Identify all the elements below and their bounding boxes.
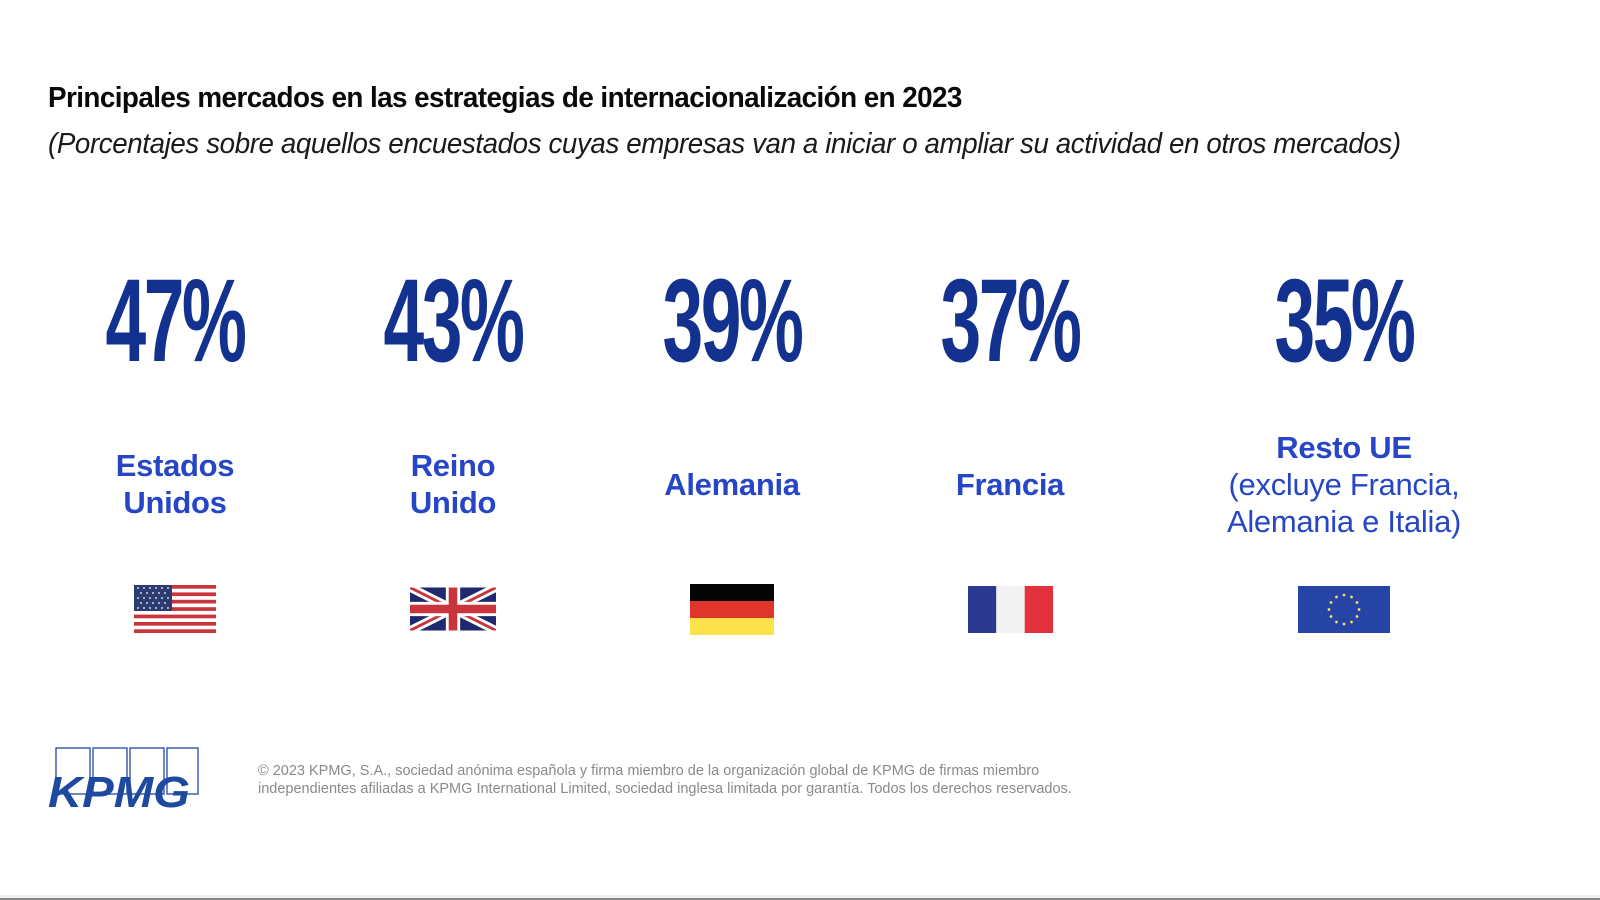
- usa-flag-icon: [134, 585, 216, 638]
- france-flag-icon: [968, 586, 1053, 638]
- page-subtitle: (Porcentajes sobre aquellos encuestados …: [48, 128, 1401, 160]
- market-label-line: Estados: [115, 448, 235, 483]
- market-percentage: 37%: [940, 255, 1082, 387]
- market-label-line: Resto UE: [1276, 430, 1412, 465]
- uk-flag-icon: [410, 585, 496, 638]
- kpmg-logo-text: KPMG: [48, 768, 190, 810]
- market-percentage: 43%: [383, 255, 525, 387]
- market-percentage: 39%: [662, 255, 804, 387]
- bottom-divider: [0, 895, 1600, 900]
- market-label: Reino Unido: [303, 447, 603, 521]
- market-percentage: 35%: [1274, 255, 1416, 387]
- market-card-rest-eu: 35% Resto UE (excluye Francia, Alemania …: [1194, 0, 1494, 700]
- market-label: Alemania: [582, 466, 882, 503]
- copyright-line: © 2023 KPMG, S.A., sociedad anónima espa…: [258, 763, 1040, 779]
- market-label-note: (excluye Francia,: [1228, 467, 1460, 502]
- copyright-line: independientes afiliadas a KPMG Internat…: [258, 781, 1072, 797]
- page-title: Principales mercados en las estrategias …: [48, 82, 962, 114]
- market-card-uk: 43% Reino Unido: [303, 0, 603, 700]
- market-label-line: Francia: [955, 467, 1065, 502]
- market-label-note: Alemania e Italia): [1226, 504, 1462, 539]
- market-label-line: Unido: [409, 485, 497, 520]
- market-label: Resto UE (excluye Francia, Alemania e It…: [1194, 429, 1494, 540]
- market-label-line: Alemania: [664, 467, 800, 502]
- copyright-notice: © 2023 KPMG, S.A., sociedad anónima espa…: [258, 762, 1072, 798]
- market-percentage: 47%: [105, 255, 247, 387]
- germany-flag-icon: [690, 584, 774, 640]
- eu-flag-icon: [1298, 586, 1390, 638]
- market-label: Francia: [860, 466, 1160, 503]
- market-card-germany: 39% Alemania: [582, 0, 882, 700]
- market-card-usa: 47% Estados Unidos: [25, 0, 325, 700]
- kpmg-logo: KPMG: [46, 746, 200, 817]
- market-label-line: Reino: [410, 448, 496, 483]
- market-label: Estados Unidos: [25, 447, 325, 521]
- market-label-line: Unidos: [123, 485, 227, 520]
- market-card-france: 37% Francia: [860, 0, 1160, 700]
